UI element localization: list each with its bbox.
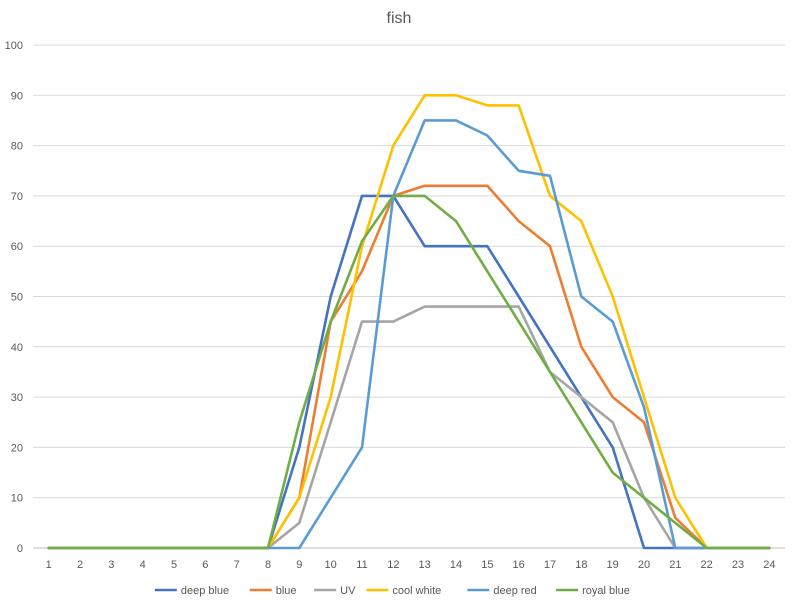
x-tick-label: 6 (202, 559, 208, 571)
legend-item: royal blue (556, 585, 630, 597)
series-line-deep-red (47, 119, 771, 550)
series-line-royal-blue (47, 194, 771, 550)
x-tick-label: 19 (607, 559, 619, 571)
x-tick-label: 5 (171, 559, 177, 571)
legend-item: deep blue (154, 585, 229, 597)
y-tick-label: 50 (11, 292, 23, 304)
legend-label: deep blue (181, 585, 229, 597)
legend-label: royal blue (582, 585, 630, 597)
x-tick-label: 20 (638, 559, 650, 571)
series-line-blue (47, 184, 771, 550)
x-tick-label: 3 (108, 559, 114, 571)
legend-item: blue (249, 585, 297, 597)
y-tick-label: 20 (11, 442, 23, 454)
y-tick-label: 80 (11, 141, 23, 153)
x-tick-label: 11 (356, 559, 367, 571)
y-tick-label: 40 (11, 342, 23, 354)
series-lines (47, 94, 771, 550)
legend-label: blue (276, 585, 297, 597)
x-tick-label: 17 (544, 559, 556, 571)
legend-label: deep red (493, 585, 536, 597)
grid-lines (33, 44, 785, 549)
x-tick-label: 15 (481, 559, 493, 571)
legend-item: UV (314, 585, 356, 597)
y-axis-ticks: 0 10 20 30 40 50 60 70 80 90 100 (5, 40, 23, 555)
legend-item: deep red (467, 585, 537, 597)
x-tick-label: 12 (387, 559, 399, 571)
y-tick-label: 0 (17, 543, 23, 555)
x-tick-label: 9 (296, 559, 302, 571)
x-tick-label: 22 (701, 559, 713, 571)
x-tick-label: 10 (325, 559, 337, 571)
x-tick-label: 2 (77, 559, 83, 571)
legend-label: UV (340, 585, 356, 597)
x-tick-label: 8 (265, 559, 271, 571)
y-tick-label: 10 (11, 493, 23, 505)
x-tick-label: 24 (763, 559, 775, 571)
x-axis-ticks: 1 2 3 4 5 6 7 8 9 10 11 12 13 14 15 16 17 18 19 20 21 22 23 24 (46, 559, 776, 571)
chart-title: fish (387, 10, 412, 27)
y-tick-label: 70 (11, 191, 23, 203)
y-tick-label: 60 (11, 241, 23, 253)
x-tick-label: 21 (669, 559, 681, 571)
x-tick-label: 14 (450, 559, 462, 571)
series-line-deep-blue (47, 194, 771, 550)
x-tick-label: 7 (234, 559, 240, 571)
legend-item: cool white (366, 585, 441, 597)
x-tick-label: 13 (419, 559, 431, 571)
x-tick-label: 16 (513, 559, 525, 571)
legend-label: cool white (392, 585, 441, 597)
legend: deep blue blue UV cool white deep red royal b… (154, 585, 630, 597)
y-tick-label: 100 (5, 40, 23, 52)
y-tick-label: 30 (11, 392, 23, 404)
x-tick-label: 4 (140, 559, 146, 571)
x-tick-label: 23 (732, 559, 744, 571)
x-tick-label: 1 (46, 559, 52, 571)
y-tick-label: 90 (11, 90, 23, 102)
x-tick-label: 18 (575, 559, 587, 571)
